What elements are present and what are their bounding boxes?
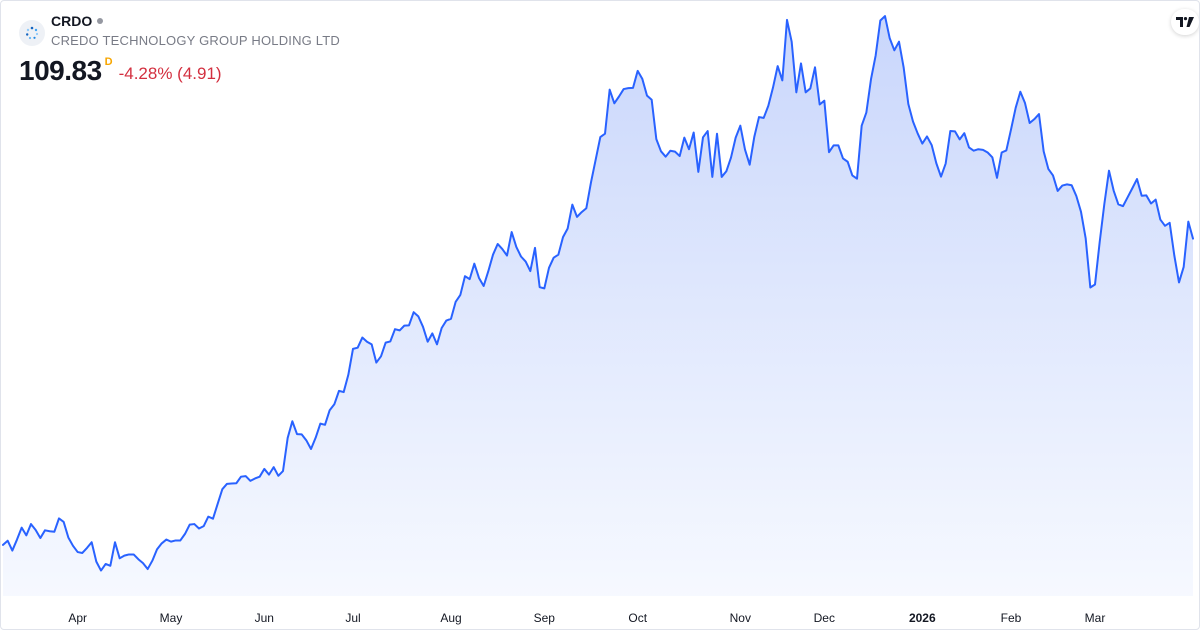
x-tick-label: 2026 [909, 611, 936, 625]
interval-badge: D [104, 56, 113, 68]
x-tick-label: Aug [440, 611, 461, 625]
price-row: 109.83 D -4.28% (4.91) [19, 55, 222, 87]
x-tick-label: Sep [534, 611, 556, 625]
company-name: CREDO TECHNOLOGY GROUP HOLDING LTD [51, 33, 340, 48]
last-price: 109.83 [19, 55, 102, 86]
ticker-symbol[interactable]: CRDO [51, 13, 93, 29]
x-tick-label: May [160, 611, 183, 625]
tradingview-logo-icon[interactable] [1171, 9, 1199, 35]
price-change: -4.28% (4.91) [118, 64, 222, 83]
x-axis: Apr May Jun Jul Aug Sep Oct Nov Dec 2026 Feb Mar [68, 611, 1105, 625]
x-tick-label: Jul [345, 611, 360, 625]
ticker-logo-icon [19, 20, 45, 46]
price-line [2, 15, 1194, 572]
x-tick-label: Nov [730, 611, 751, 625]
x-tick-label: Oct [628, 611, 647, 625]
x-tick-label: Feb [1001, 611, 1022, 625]
x-tick-label: Dec [814, 611, 835, 625]
price-area-fill [3, 16, 1193, 597]
x-tick-label: Mar [1085, 611, 1106, 625]
market-status-icon [97, 18, 104, 24]
x-tick-label: Apr [68, 611, 87, 625]
x-tick-label: Jun [255, 611, 274, 625]
